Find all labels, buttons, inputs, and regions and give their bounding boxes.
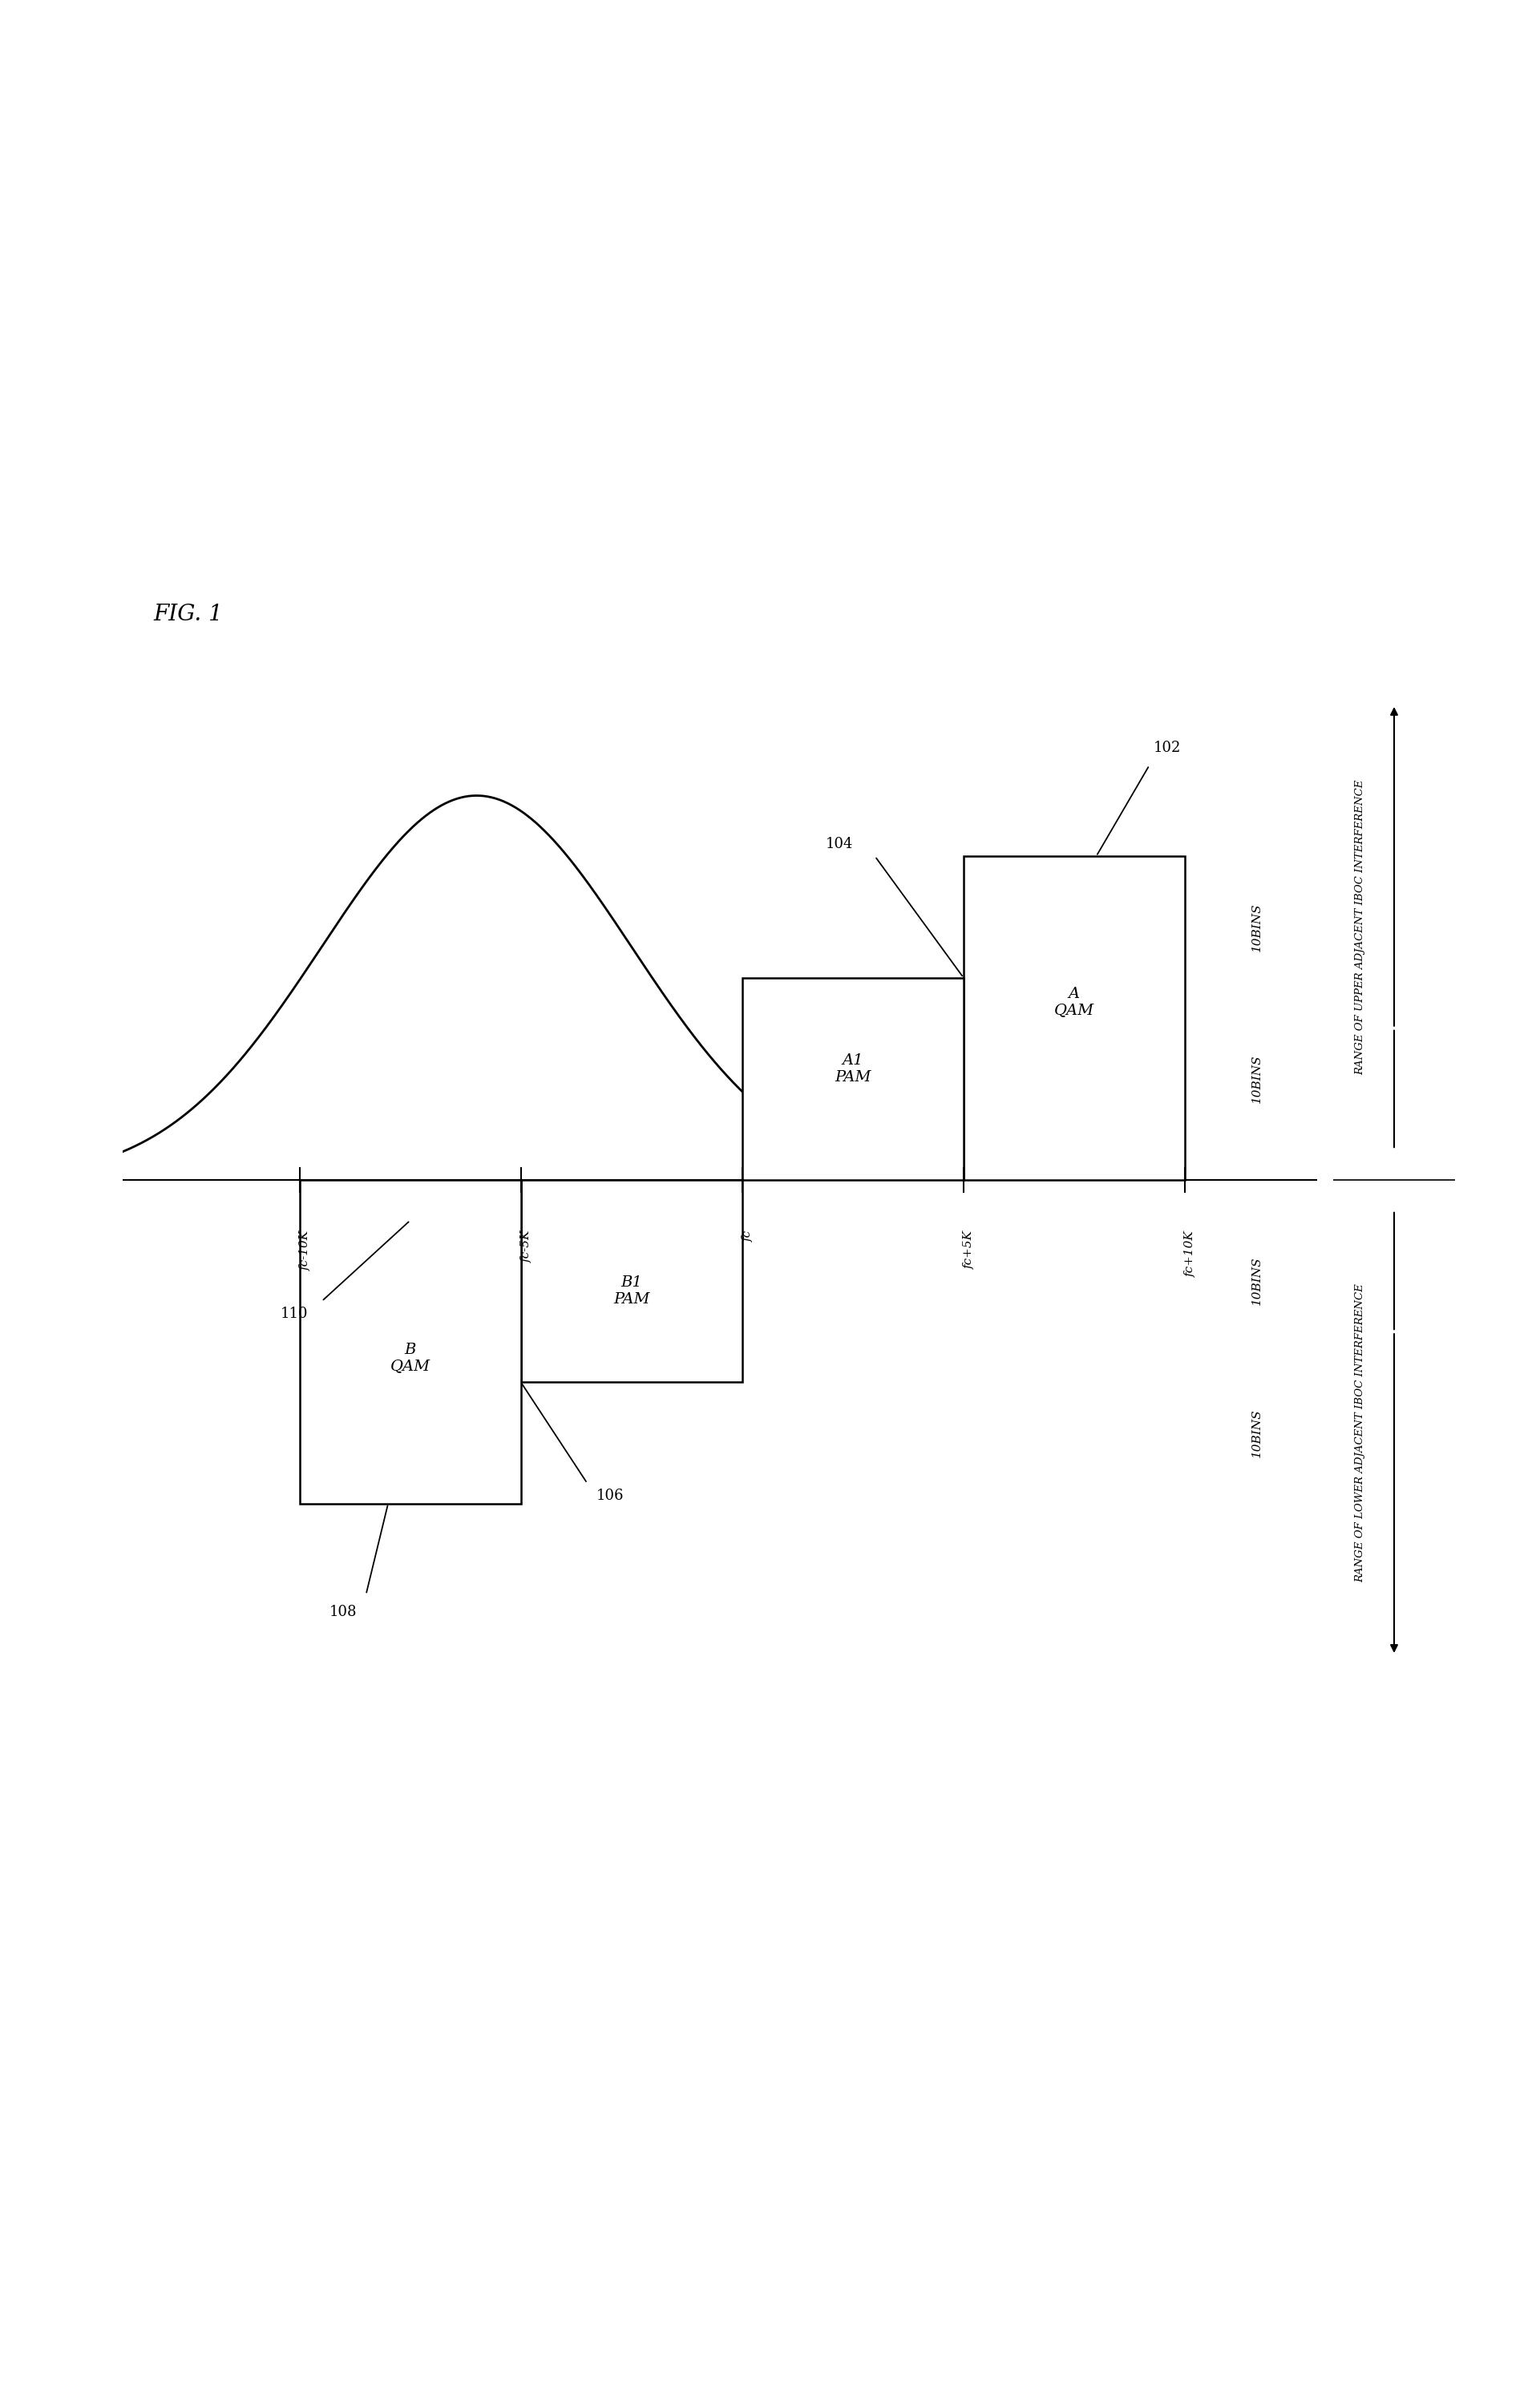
- Text: B
QAM: B QAM: [391, 1341, 430, 1373]
- Bar: [300, 1180, 521, 1503]
- Text: 10BINS: 10BINS: [1252, 903, 1262, 951]
- Bar: [964, 857, 1184, 1180]
- Text: fc+10K: fc+10K: [1184, 1230, 1196, 1276]
- Text: 10BINS: 10BINS: [1252, 1409, 1262, 1457]
- Text: 104: 104: [826, 838, 853, 850]
- Text: RANGE OF UPPER ADJACENT IBOC INTERFERENCE: RANGE OF UPPER ADJACENT IBOC INTERFERENC…: [1354, 780, 1365, 1074]
- Text: B1
PAM: B1 PAM: [613, 1276, 650, 1308]
- Text: 108: 108: [329, 1604, 357, 1618]
- Text: RANGE OF LOWER ADJACENT IBOC INTERFERENCE: RANGE OF LOWER ADJACENT IBOC INTERFERENC…: [1354, 1283, 1365, 1582]
- Text: 110: 110: [280, 1305, 308, 1320]
- Bar: [521, 1180, 741, 1382]
- Text: 106: 106: [596, 1488, 624, 1503]
- Text: A
QAM: A QAM: [1054, 987, 1094, 1019]
- Text: fc+5K: fc+5K: [964, 1230, 974, 1269]
- Bar: [741, 978, 964, 1180]
- Text: 10BINS: 10BINS: [1252, 1257, 1262, 1305]
- Text: FIG. 1: FIG. 1: [153, 604, 222, 624]
- Text: 10BINS: 10BINS: [1252, 1055, 1262, 1103]
- Text: 102: 102: [1154, 742, 1181, 756]
- Text: fc-5K: fc-5K: [521, 1230, 532, 1262]
- Text: fc: fc: [741, 1230, 754, 1243]
- Text: A1
PAM: A1 PAM: [835, 1052, 872, 1084]
- Text: fc-10K: fc-10K: [300, 1230, 311, 1271]
